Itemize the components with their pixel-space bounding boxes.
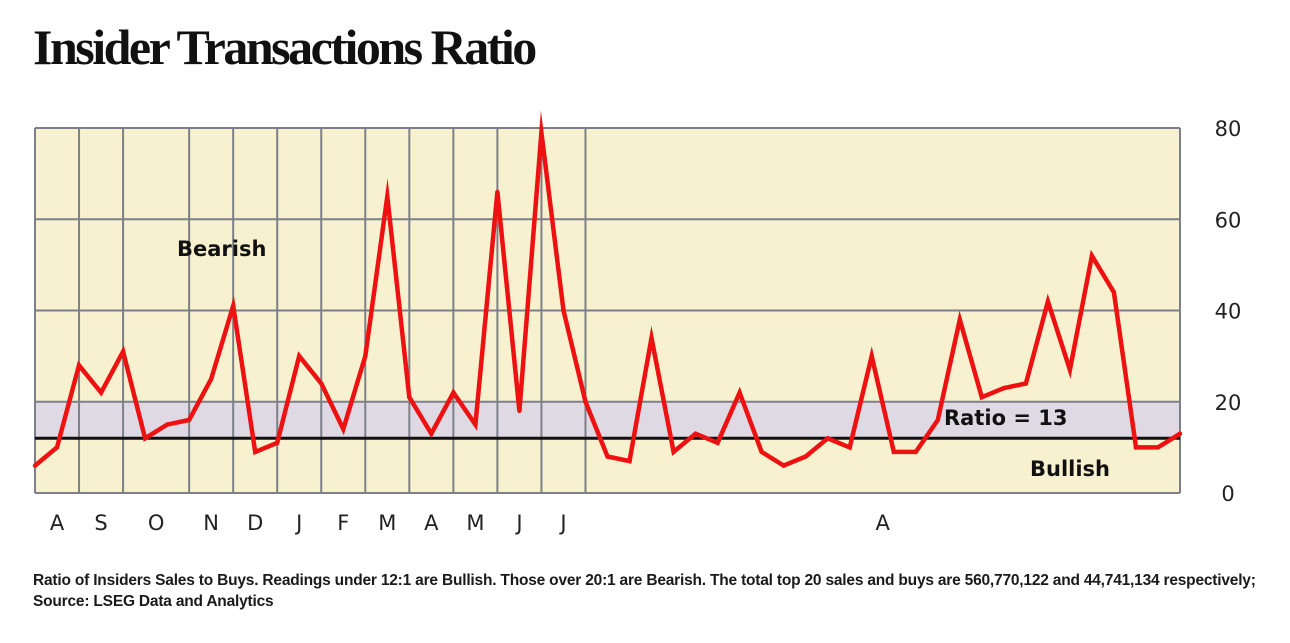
data-point [1023, 381, 1029, 386]
data-point [803, 454, 808, 459]
grid-layer [34, 127, 1181, 494]
x-tick-label: S [94, 511, 107, 535]
data-point [341, 426, 346, 432]
annotation-layer: Bearish Ratio = 13 Bullish [177, 237, 1110, 481]
data-point [957, 317, 963, 322]
data-point [671, 449, 676, 455]
data-point [319, 381, 324, 386]
neutral-band-layer [35, 401, 1180, 439]
data-point [979, 394, 985, 400]
data-point [539, 130, 544, 135]
data-point [715, 440, 720, 446]
footnote: Ratio of Insiders Sales to Buys. Reading… [33, 572, 1256, 610]
x-tick-label: M [466, 511, 484, 535]
x-tick-label: J [514, 511, 522, 535]
data-point [363, 353, 368, 359]
x-tick-label: N [203, 511, 219, 535]
data-point [1089, 253, 1095, 258]
data-point [847, 445, 852, 450]
x-tick-label: J [294, 511, 302, 535]
line-chart: 0 20 40 60 80 A S O N D J F M A M J J A Bearish Ratio = 1… [32, 110, 1242, 535]
x-tick-label: J [558, 511, 566, 535]
data-point [1001, 385, 1007, 391]
data-point [627, 458, 632, 464]
x-tick-label: A [424, 511, 439, 535]
y-tick-label: 40 [1215, 300, 1242, 324]
data-point [1155, 445, 1161, 450]
bearish-label: Bearish [177, 237, 266, 261]
data-point [98, 390, 104, 395]
data-point [583, 399, 588, 404]
data-point [561, 308, 566, 313]
x-tick-label: O [148, 511, 165, 535]
y-tick-label: 60 [1215, 208, 1242, 232]
data-point [759, 449, 764, 455]
y-tick-label: 80 [1215, 117, 1242, 141]
data-point [32, 463, 38, 468]
data-point [891, 449, 896, 455]
y-tick-label: 0 [1221, 482, 1234, 506]
data-point [605, 454, 610, 459]
neutral-band [35, 401, 1180, 439]
data-point [495, 189, 500, 195]
chart-title: Insider Transactions Ratio [33, 19, 537, 75]
data-point [693, 431, 698, 436]
data-point [1111, 290, 1117, 295]
data-point [164, 422, 170, 427]
data-point [1045, 299, 1051, 304]
y-axis-tick-labels: 0 20 40 60 80 [1215, 117, 1242, 506]
data-point [142, 436, 148, 441]
data-point [1177, 431, 1183, 436]
data-point [120, 349, 126, 354]
data-point [186, 417, 192, 423]
data-point [869, 353, 874, 359]
series-layer [32, 110, 1183, 469]
data-point [230, 303, 236, 309]
data-point [252, 449, 258, 455]
x-tick-label: D [247, 511, 263, 535]
data-point [517, 408, 522, 414]
data-point [297, 353, 302, 359]
bullish-label: Bullish [1030, 457, 1110, 481]
x-tick-label: F [337, 511, 349, 535]
ratio-label: Ratio = 13 [944, 406, 1067, 430]
data-point [275, 440, 280, 446]
data-point [208, 376, 214, 382]
data-point [385, 194, 390, 199]
data-point [76, 363, 82, 368]
x-tick-label: M [378, 511, 396, 535]
data-point [473, 422, 478, 427]
data-point [54, 445, 60, 450]
data-point [737, 390, 742, 395]
x-tick-label: A [50, 511, 65, 535]
data-point [781, 463, 786, 468]
data-point [451, 390, 456, 395]
y-tick-label: 20 [1215, 391, 1242, 415]
x-tick-label: A [876, 511, 891, 535]
data-point [429, 431, 434, 436]
data-point [407, 394, 412, 400]
data-point [935, 417, 940, 423]
data-point [913, 449, 918, 455]
data-point [1067, 367, 1073, 373]
data-point [825, 436, 830, 441]
data-point [1133, 445, 1139, 450]
data-point [649, 335, 654, 341]
